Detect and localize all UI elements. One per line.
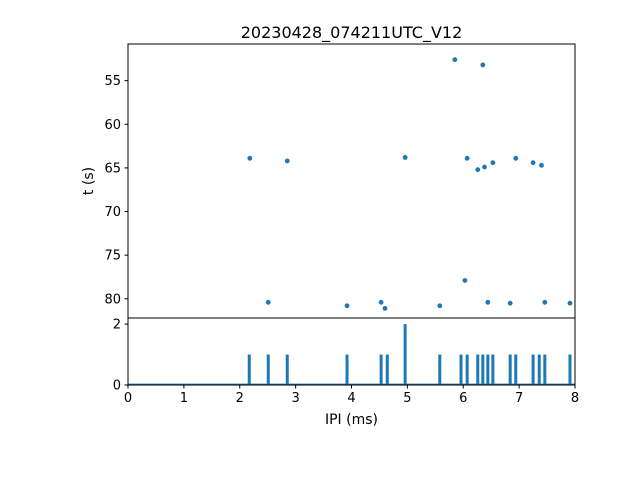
x-tick-label: 3 [291, 391, 299, 406]
scatter-point [464, 155, 470, 161]
y-tick-label: 60 [104, 118, 121, 133]
y-tick-label: 75 [104, 249, 121, 264]
x-tick-label: 7 [515, 391, 523, 406]
axes-spines [127, 317, 576, 386]
scatter-point [530, 160, 536, 166]
y-tick-label: 65 [104, 161, 121, 176]
x-tick-label: 6 [459, 391, 467, 406]
scatter-point [542, 299, 548, 305]
x-axis-label: IPI (ms) [325, 412, 378, 428]
scatter-point [344, 303, 350, 309]
scatter-point [437, 303, 443, 309]
scatter-point [284, 158, 290, 164]
x-tick-label: 1 [180, 391, 188, 406]
scatter-subplot: 55 60 65 70 75 80 [104, 43, 576, 319]
scatter-point [452, 57, 458, 63]
scatter-point [490, 160, 496, 166]
x-tick-label: 0 [124, 391, 132, 406]
scatter-point [507, 300, 513, 306]
scatter-point [247, 155, 253, 161]
scatter-point [402, 155, 408, 160]
scatter-point [513, 155, 519, 161]
scatter-point [378, 299, 384, 305]
axes-spines [127, 43, 576, 319]
y-tick-label: 0 [113, 379, 121, 394]
y-axis-label: t (s) [81, 167, 97, 195]
x-tick-label: 8 [571, 391, 579, 406]
y-tick-label: 70 [104, 205, 121, 220]
scatter-point [567, 300, 573, 306]
y-tick-label: 55 [104, 74, 121, 89]
scatter-point [475, 167, 481, 173]
x-tick-label: 4 [347, 391, 355, 406]
scatter-point [462, 278, 468, 283]
y-tick-label: 2 [113, 318, 121, 333]
x-tick-label: 2 [236, 391, 244, 406]
y-tick-label: 80 [104, 292, 121, 307]
chart-title: 20230428_074211UTC_V12 [241, 23, 463, 43]
scatter-point [482, 164, 487, 170]
scatter-point [382, 306, 388, 311]
scatter-point [485, 299, 491, 305]
scatter-point [539, 162, 544, 168]
scatter-point [265, 299, 271, 305]
histogram-subplot: 0 2 0 1 2 3 4 5 6 7 8 [113, 317, 579, 406]
x-tick-label: 5 [403, 391, 411, 406]
scatter-point [480, 62, 486, 68]
